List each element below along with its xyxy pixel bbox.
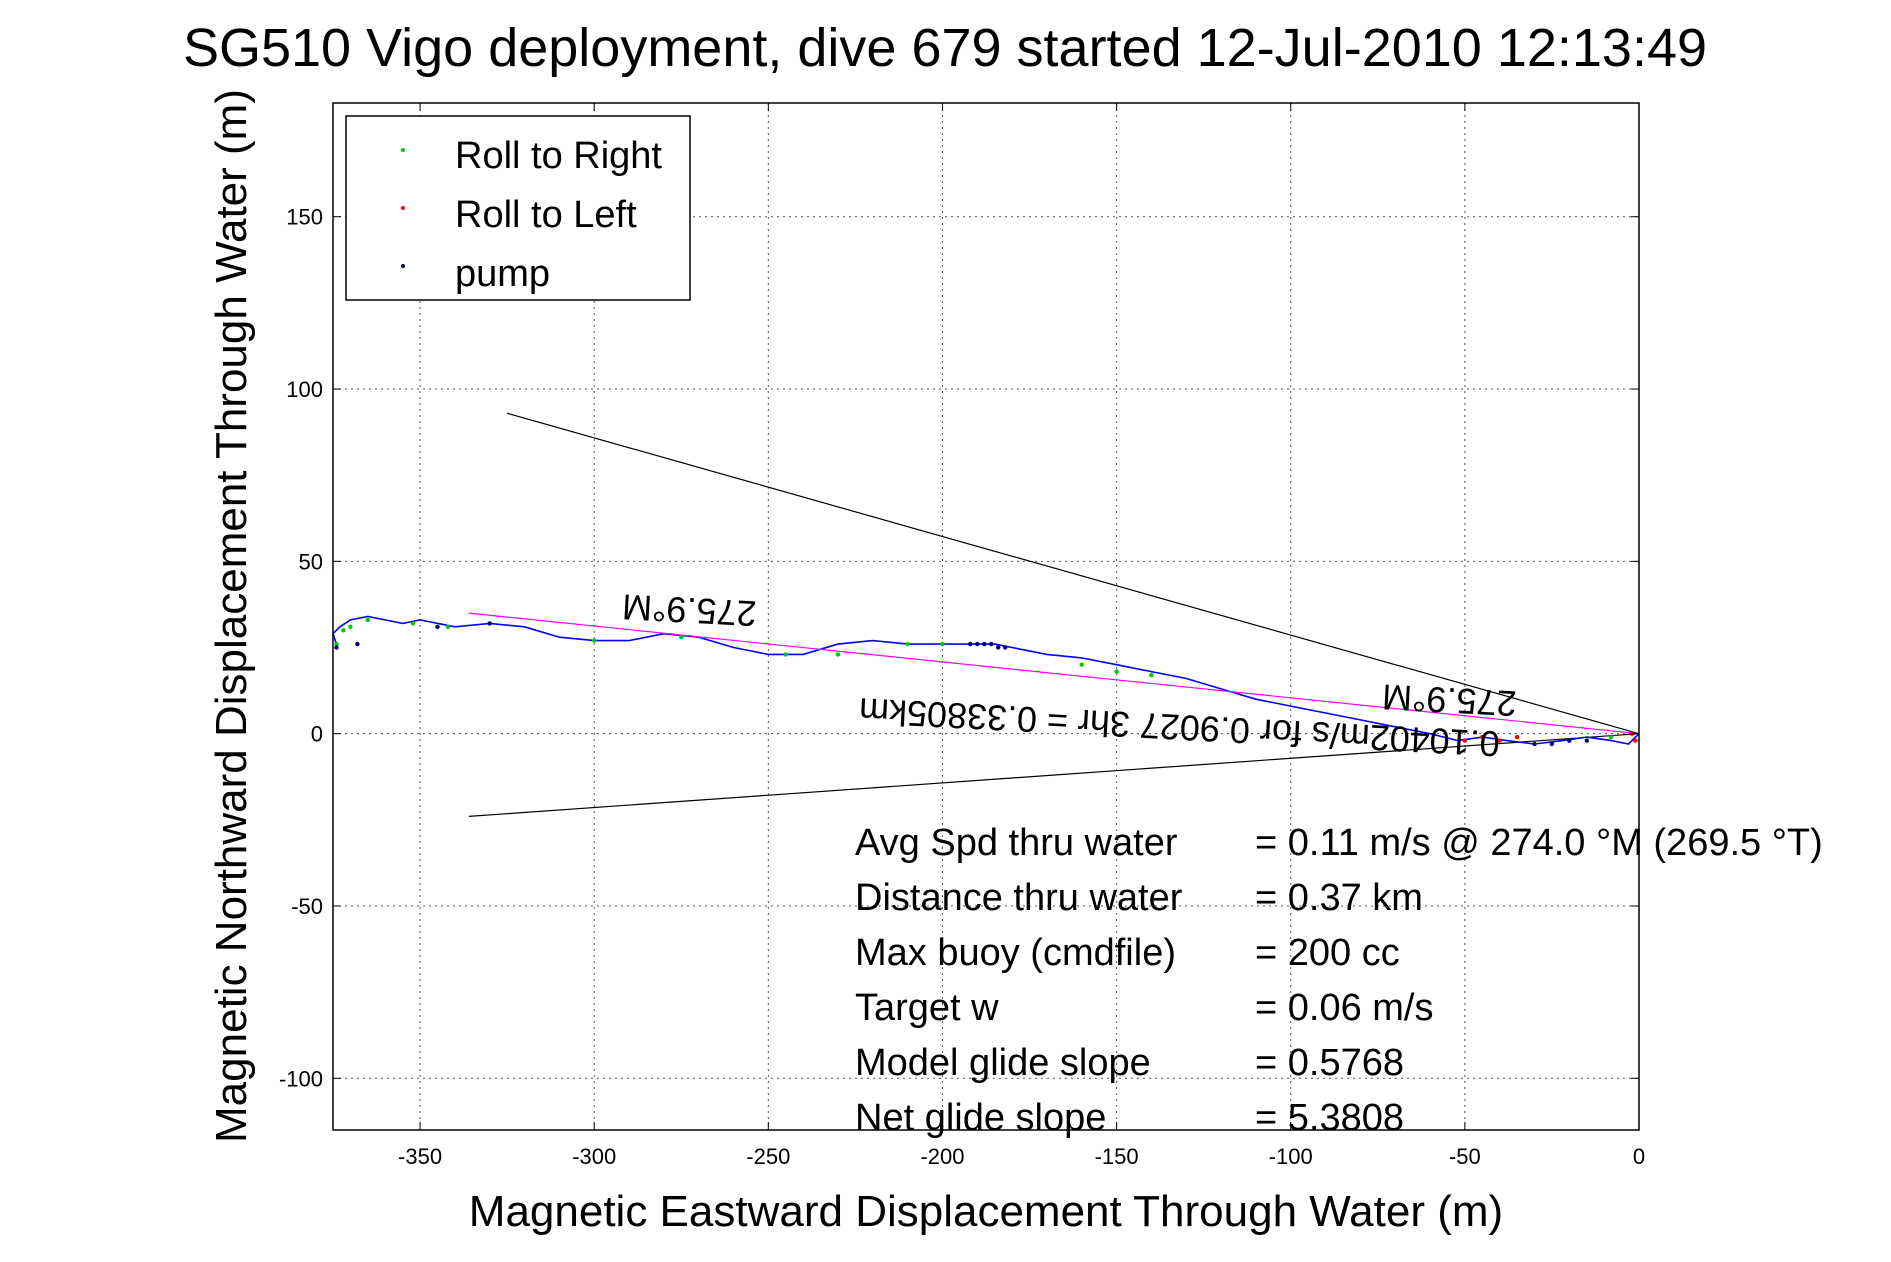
marker-roll-to-right	[783, 652, 788, 657]
marker-pump	[334, 645, 339, 650]
stat-value-model-glide: = 0.5768	[1255, 1042, 1404, 1084]
stat-label-model-glide: Model glide slope	[855, 1042, 1151, 1084]
marker-roll-to-right	[1149, 672, 1154, 678]
marker-roll-to-right	[1608, 734, 1614, 740]
marker-roll-to-left	[1497, 738, 1502, 743]
marker-roll-to-right	[410, 621, 416, 626]
marker-roll-to-right	[592, 638, 597, 643]
marker-pump	[435, 624, 440, 629]
marker-roll-to-right	[1114, 669, 1119, 674]
x-tick-label: -200	[920, 1144, 964, 1169]
series-cone-upper	[506, 412, 1640, 735]
stat-label-net-glide: Net glide slope	[855, 1097, 1106, 1139]
y-tick-label: 100	[286, 377, 323, 402]
stat-label-target-w: Target w	[855, 987, 999, 1029]
x-tick-label: -150	[1095, 1144, 1139, 1169]
cone-layer	[468, 412, 1640, 817]
marker-pump	[968, 641, 973, 647]
stat-label-distance: Distance thru water	[855, 877, 1183, 919]
x-tick-label: -100	[1269, 1144, 1313, 1169]
marker-pump	[1532, 741, 1537, 747]
legend-label-roll-right: Roll to Right	[455, 135, 662, 177]
legend-marker-pump	[401, 264, 405, 268]
stats-block: Avg Spd thru water = 0.11 m/s @ 274.0 °M…	[855, 822, 1823, 1139]
marker-pump	[982, 641, 987, 647]
marker-roll-to-right	[365, 617, 370, 623]
stat-value-net-glide: = 5.3808	[1255, 1097, 1404, 1139]
marker-roll-to-right	[1079, 662, 1085, 667]
marker-pump	[1549, 741, 1555, 747]
series-cone-lower	[468, 733, 1640, 817]
stat-value-target-w: = 0.06 m/s	[1255, 987, 1433, 1029]
x-tick-label: -250	[746, 1144, 790, 1169]
marker-pump	[975, 641, 980, 647]
x-tick-label: -300	[572, 1144, 616, 1169]
marker-pump	[1584, 738, 1590, 743]
marker-roll-to-right	[348, 624, 353, 629]
y-tick-label: 0	[311, 722, 323, 747]
stat-value-distance: = 0.37 km	[1255, 877, 1423, 919]
marker-pump	[355, 641, 360, 647]
legend-marker-roll-left	[401, 206, 405, 210]
legend-label-roll-left: Roll to Left	[455, 194, 637, 236]
marker-roll-to-left	[1514, 734, 1520, 740]
marker-layer	[334, 617, 1638, 747]
y-tick-label: -50	[291, 894, 323, 919]
stat-label-max-buoy: Max buoy (cmdfile)	[855, 932, 1176, 974]
y-tick-label: -100	[279, 1066, 323, 1091]
y-axis-label: Magnetic Northward Displacement Through …	[207, 89, 256, 1143]
marker-roll-to-right	[445, 624, 451, 629]
legend-marker-roll-right	[401, 148, 405, 152]
x-tick-label: -350	[398, 1144, 442, 1169]
heading-label-right: 275.9°M	[1381, 676, 1517, 724]
marker-roll-to-right	[940, 641, 945, 647]
marker-roll-to-right	[679, 635, 684, 640]
heading-label-left: 275.9°M	[621, 586, 757, 634]
x-tick-label: -50	[1449, 1144, 1481, 1169]
x-axis-label: Magnetic Eastward Displacement Through W…	[469, 1187, 1503, 1236]
marker-roll-to-right	[835, 652, 841, 657]
plot-frame	[332, 102, 1640, 1131]
tick-layer: -350 -300 -250 -200 -150 -100 -50 0 -100 -50 0 50 10…	[279, 103, 1645, 1169]
chart-title: SG510 Vigo deployment, dive 679 started …	[183, 18, 1707, 78]
y-tick-label: 50	[299, 549, 323, 574]
stat-label-avg-speed: Avg Spd thru water	[855, 822, 1178, 864]
marker-roll-to-right	[334, 641, 339, 647]
marker-pump	[996, 645, 1001, 650]
marker-pump	[1567, 738, 1572, 743]
x-tick-label: 0	[1633, 1144, 1645, 1169]
marker-pump	[989, 641, 994, 647]
marker-roll-to-left	[1480, 734, 1485, 740]
series-heading-line	[468, 612, 1640, 735]
marker-roll-to-right	[341, 628, 346, 633]
marker-roll-to-left	[1462, 738, 1468, 743]
marker-pump	[1003, 645, 1008, 650]
y-tick-label: 150	[286, 205, 323, 230]
legend-label-pump: pump	[455, 253, 550, 295]
legend: Roll to Right Roll to Left pump	[345, 115, 691, 301]
marker-roll-to-right	[905, 641, 910, 647]
marker-pump	[487, 621, 492, 626]
marker-roll-to-left	[1633, 738, 1638, 743]
stat-value-max-buoy: = 200 cc	[1255, 932, 1400, 974]
stat-value-avg-speed: = 0.11 m/s @ 274.0 °M (269.5 °T)	[1255, 822, 1823, 864]
